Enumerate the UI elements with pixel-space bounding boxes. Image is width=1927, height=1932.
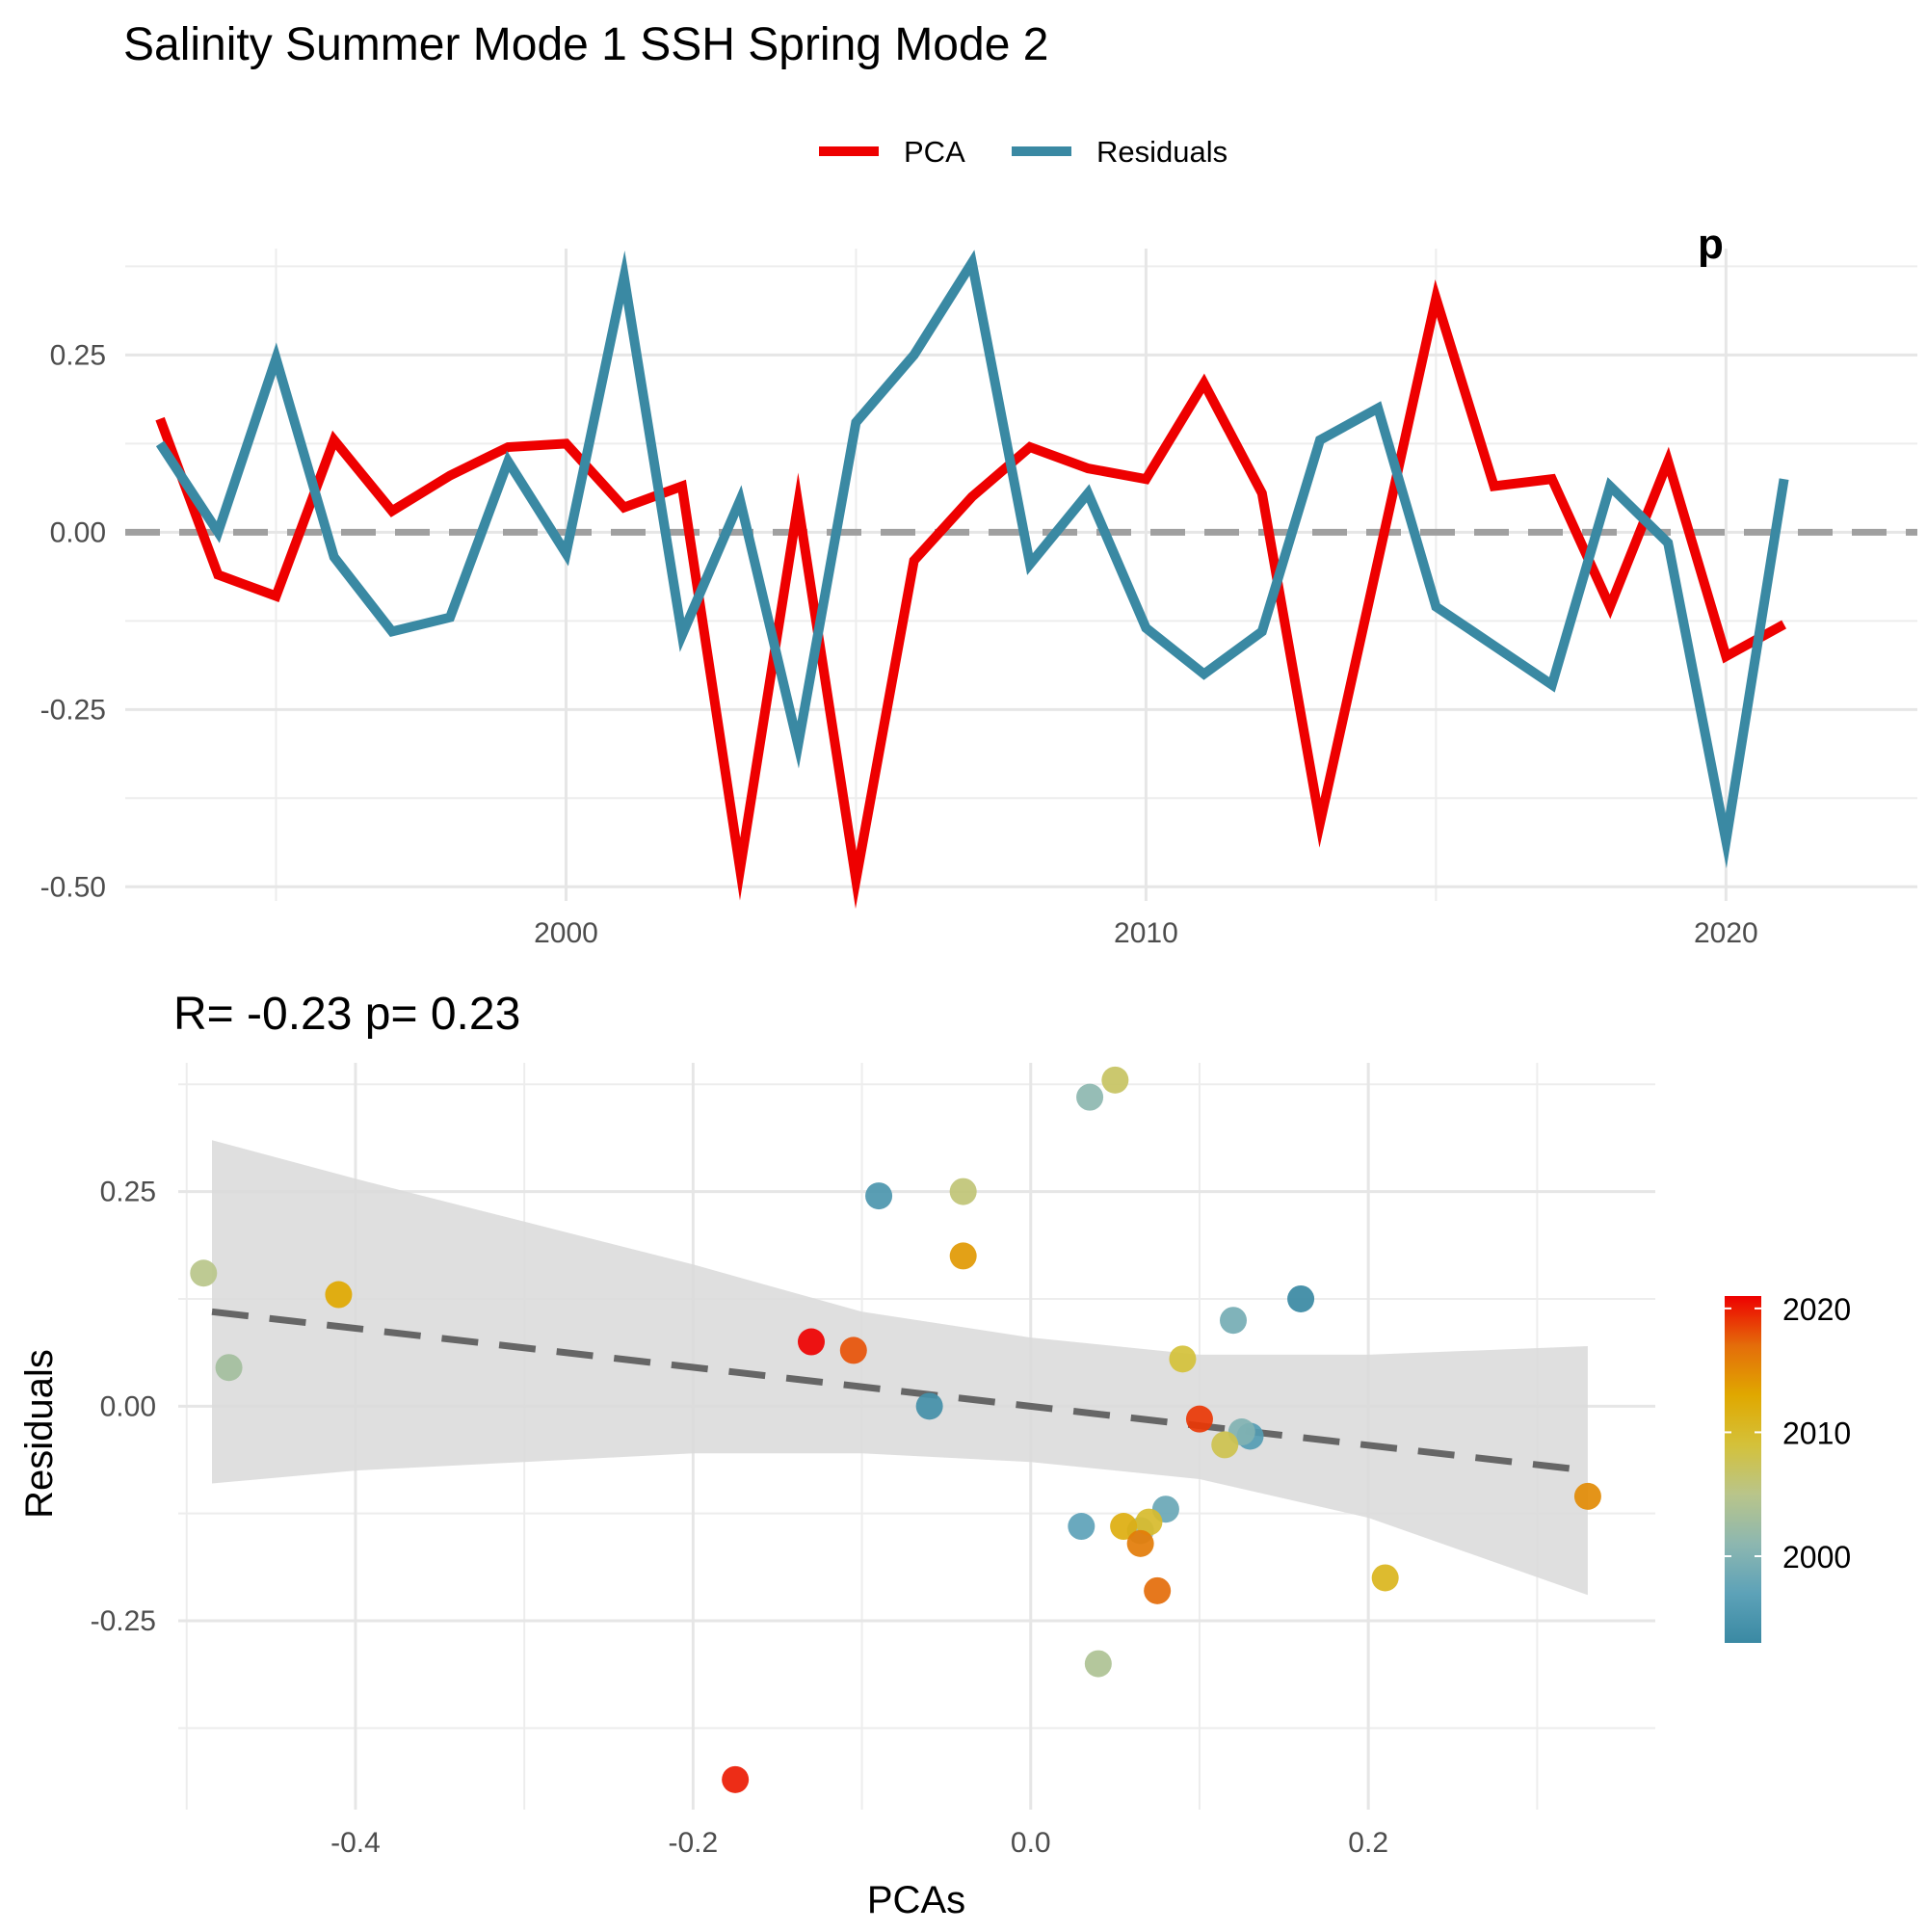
- timeseries-panel: 0.25 0.00 -0.25 -0.50 2000 2010 2020 p: [40, 221, 1917, 949]
- x-tick-label: 2010: [1114, 917, 1178, 949]
- y-tick-label: 0.00: [100, 1390, 156, 1422]
- scatter-point: [798, 1328, 825, 1356]
- legend-label-residuals: Residuals: [1096, 135, 1227, 169]
- y-tick-label: 0.00: [50, 516, 106, 548]
- scatter-point: [325, 1281, 353, 1309]
- scatter-point: [949, 1242, 977, 1270]
- scatter-point: [1144, 1576, 1172, 1604]
- scatter-point: [1211, 1431, 1239, 1459]
- scatter-point: [1185, 1405, 1213, 1433]
- x-tick-label: 0.0: [1011, 1827, 1051, 1859]
- y-tick-label: -0.25: [40, 694, 106, 726]
- scatter-point: [1076, 1083, 1104, 1111]
- scatter-point: [1101, 1066, 1129, 1094]
- x-axis-title: PCAs: [867, 1879, 965, 1921]
- scatter-point: [215, 1354, 243, 1382]
- colorbar: [1725, 1296, 1761, 1643]
- series-line-residuals: [155, 250, 1789, 869]
- scatter-point: [1287, 1284, 1315, 1312]
- scatter-point: [190, 1259, 218, 1287]
- y-tick-label: 0.25: [100, 1177, 156, 1208]
- scatter-panel: R= -0.23 p= 0.23 0.25 0.00 -0.25 -0.4 -0.2 0.0…: [18, 989, 1655, 1921]
- scatter-point: [1110, 1513, 1138, 1541]
- x-tick-label: -0.4: [330, 1827, 381, 1859]
- series-line-pca: [155, 278, 1787, 910]
- scatter-point: [1135, 1508, 1163, 1536]
- scatter-point: [915, 1392, 943, 1420]
- scatter-point: [1220, 1307, 1247, 1335]
- scatter-point: [1371, 1564, 1399, 1592]
- x-tick-label: 2020: [1694, 917, 1758, 949]
- scatter-point: [865, 1182, 893, 1210]
- colorbar-label: 2000: [1782, 1540, 1851, 1575]
- chart-title: Salinity Summer Mode 1 SSH Spring Mode 2: [123, 19, 1048, 70]
- scatter-point: [1169, 1345, 1197, 1373]
- scatter-point: [1068, 1513, 1095, 1541]
- scatter-point: [1573, 1482, 1601, 1510]
- scatter-point: [1084, 1650, 1112, 1678]
- y-tick-label: -0.50: [40, 871, 106, 903]
- y-axis-title: Residuals: [18, 1349, 61, 1519]
- colorbar-label: 2010: [1782, 1416, 1851, 1450]
- x-tick-label: -0.2: [669, 1827, 719, 1859]
- x-tick-label: 0.2: [1348, 1827, 1388, 1859]
- x-tick-label: 2000: [534, 917, 598, 949]
- legend-label-pca: PCA: [904, 135, 965, 169]
- y-tick-label: -0.25: [91, 1605, 156, 1637]
- scatter-point: [839, 1337, 867, 1364]
- scatter-point: [1126, 1529, 1154, 1557]
- scatter-point: [722, 1765, 750, 1793]
- scatter-subtitle: R= -0.23 p= 0.23: [173, 989, 520, 1040]
- confidence-band: [212, 1140, 1588, 1596]
- clipped-annotation: p: [1698, 221, 1724, 268]
- scatter-point: [949, 1178, 977, 1205]
- colorbar-label: 2020: [1782, 1292, 1851, 1327]
- y-tick-label: 0.25: [50, 339, 106, 371]
